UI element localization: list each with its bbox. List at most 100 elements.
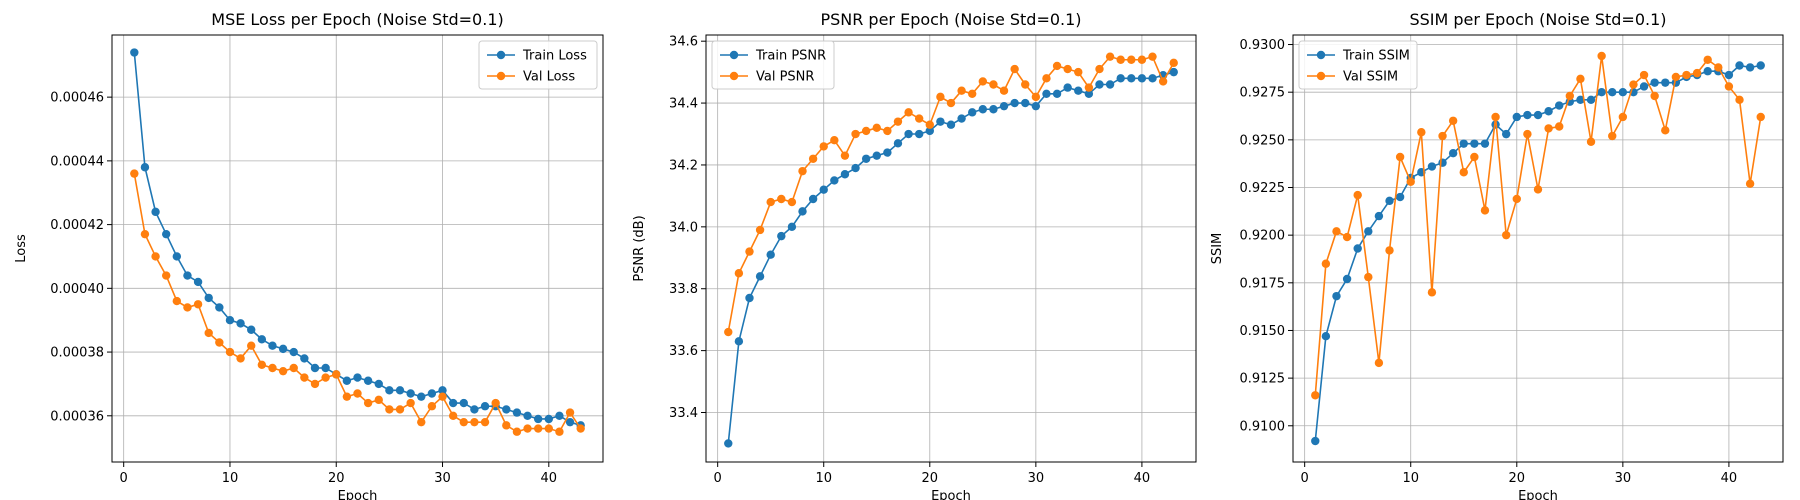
- x-tick-label: 0: [1301, 471, 1309, 486]
- data-point: [1311, 436, 1320, 446]
- data-point: [480, 402, 490, 411]
- legend-box: [1298, 40, 1418, 90]
- data-point: [1105, 52, 1115, 61]
- data-point: [830, 136, 839, 145]
- x-axis-label: Epoch: [931, 489, 971, 500]
- data-point: [1756, 112, 1765, 122]
- data-point: [1576, 74, 1585, 84]
- data-point: [1618, 112, 1628, 122]
- data-point: [470, 417, 479, 427]
- data-point: [1095, 80, 1104, 89]
- data-point: [819, 142, 828, 151]
- legend-box: [478, 40, 598, 90]
- data-point: [310, 363, 320, 373]
- chart-title: PSNR per Epoch (Noise Std=0.1): [820, 10, 1081, 29]
- data-point: [342, 376, 352, 385]
- data-point: [798, 207, 807, 216]
- y-tick-label: 34.2: [669, 158, 698, 173]
- data-point: [470, 405, 479, 414]
- y-tick-label: 0.00036: [50, 409, 104, 424]
- data-point: [1703, 55, 1712, 64]
- data-point: [193, 300, 203, 309]
- data-point: [353, 389, 362, 398]
- data-point: [861, 126, 871, 136]
- data-point: [172, 296, 182, 306]
- data-point: [1714, 63, 1723, 72]
- y-tick-label: 0.9275: [1240, 86, 1286, 101]
- data-point: [544, 424, 553, 433]
- data-point: [427, 402, 437, 411]
- data-point: [819, 185, 828, 194]
- legend: Train SSIM Val SSIM: [1298, 40, 1418, 90]
- data-point: [1427, 162, 1437, 171]
- data-point: [1523, 110, 1532, 120]
- y-tick-label: 0.00038: [50, 346, 104, 361]
- chart-1: 0 10 20 30 40 0.00036 0.00038 0.00040 0.00042 0.0…: [14, 10, 604, 500]
- y-axis-label: SSIM: [1210, 233, 1225, 265]
- data-point: [1724, 82, 1734, 91]
- data-point: [406, 398, 415, 408]
- data-point: [1745, 179, 1755, 188]
- axes-frame: [705, 34, 1197, 463]
- data-point: [1395, 192, 1405, 202]
- legend-marker: [1316, 50, 1326, 60]
- series-line-2: [1314, 55, 1762, 396]
- data-point: [989, 105, 998, 114]
- data-point: [321, 363, 330, 373]
- x-tick-label: 0: [120, 471, 128, 486]
- y-tick-label: 0.00046: [50, 91, 104, 106]
- data-point: [363, 398, 373, 408]
- x-tick-label: 40: [541, 471, 558, 486]
- y-tick-label: 34.0: [669, 220, 698, 235]
- x-tick-label: 30: [1028, 471, 1045, 486]
- data-point: [204, 328, 213, 338]
- data-point: [385, 386, 394, 395]
- data-point: [1459, 168, 1468, 177]
- data-point: [1608, 131, 1617, 141]
- data-point: [1127, 55, 1136, 64]
- data-point: [1650, 78, 1659, 87]
- x-tick-label: 30: [1615, 471, 1632, 486]
- data-point: [1735, 95, 1744, 105]
- data-point: [777, 231, 786, 241]
- data-point: [1021, 80, 1030, 89]
- y-tick-label: 34.4: [669, 97, 698, 112]
- series-line-2: [727, 55, 1175, 333]
- data-point: [204, 293, 213, 303]
- data-point: [236, 319, 245, 328]
- data-point: [1438, 131, 1447, 141]
- x-tick-label: 0: [714, 471, 722, 486]
- legend-label: Val PSNR: [756, 70, 814, 85]
- data-point: [544, 414, 553, 424]
- data-point: [215, 303, 224, 312]
- legend-label: Val Loss: [523, 70, 575, 85]
- x-tick-label: 40: [1134, 471, 1151, 486]
- data-point: [257, 335, 267, 344]
- y-tick-label: 0.9175: [1240, 276, 1286, 291]
- data-point: [1395, 152, 1405, 162]
- data-point: [777, 194, 786, 204]
- data-point: [755, 225, 765, 235]
- x-tick-label: 10: [815, 471, 832, 486]
- data-point: [798, 166, 807, 176]
- legend-marker: [729, 71, 739, 81]
- data-point: [130, 48, 139, 57]
- data-point: [840, 151, 850, 160]
- data-point: [1501, 230, 1511, 240]
- data-point: [459, 398, 468, 408]
- series-line-1: [133, 52, 581, 427]
- data-point: [745, 247, 754, 256]
- y-tick-label: 33.4: [669, 406, 698, 421]
- data-point: [851, 129, 860, 139]
- data-point: [1448, 116, 1458, 125]
- data-point: [1342, 274, 1352, 284]
- data-point: [225, 315, 235, 325]
- data-point: [1385, 246, 1394, 255]
- legend-box: [711, 40, 835, 90]
- data-point: [1470, 139, 1479, 148]
- data-point: [342, 392, 352, 401]
- data-point: [257, 360, 267, 370]
- data-point: [1095, 64, 1104, 74]
- data-point: [1438, 158, 1447, 167]
- data-point: [999, 86, 1009, 95]
